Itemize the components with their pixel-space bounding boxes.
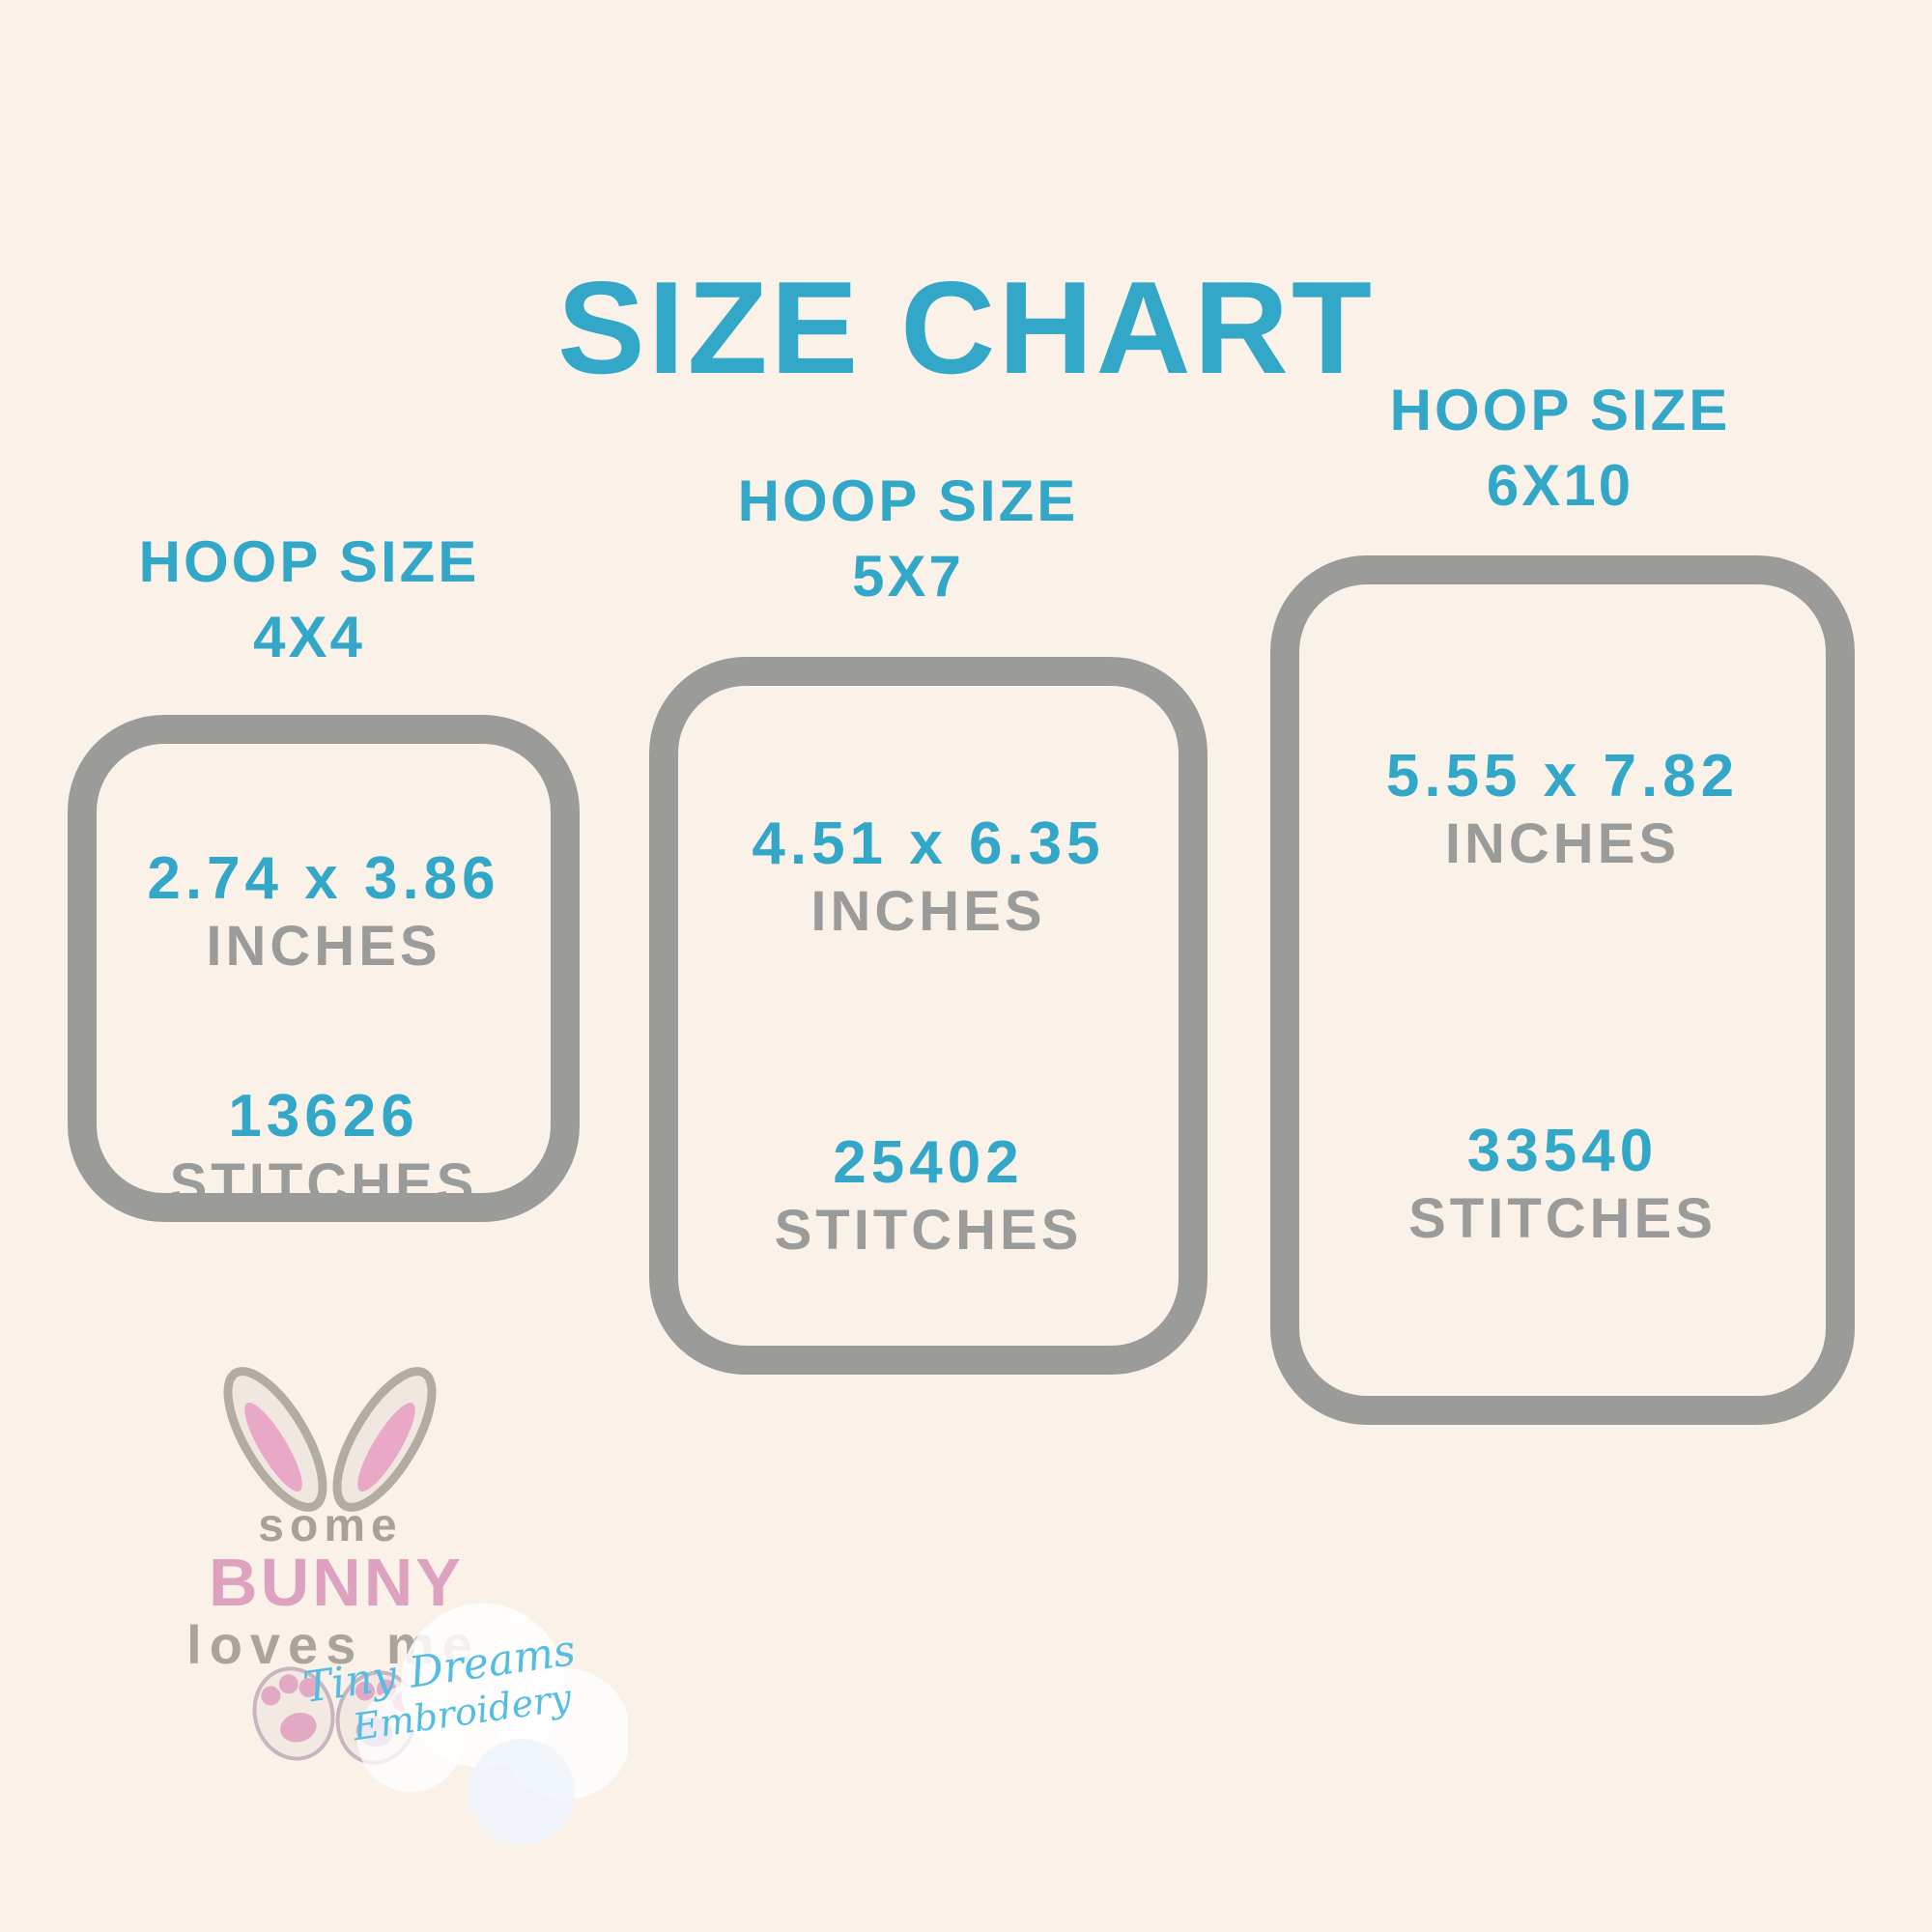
- dimensions-value: 2.74 x 3.86: [147, 845, 500, 912]
- dimensions-group: 5.55 x 7.82 INCHES: [1299, 741, 1826, 878]
- brand-logo: some BUNNY loves me Tiny Dreams Embroide…: [186, 1367, 628, 1845]
- hoop-box-4x4: 2.74 x 3.86 INCHES 13626 STITCHES: [68, 715, 580, 1222]
- hoop-heading-line2: 6X10: [1486, 453, 1634, 518]
- dimensions-group: 2.74 x 3.86 INCHES: [97, 843, 551, 980]
- dimensions-value: 5.55 x 7.82: [1385, 743, 1740, 810]
- logo-word-bunny: BUNNY: [209, 1545, 464, 1620]
- stitch-count-label: STITCHES: [169, 1152, 478, 1216]
- bunny-ears-icon: [223, 1367, 437, 1512]
- hoop-box-6x10: 5.55 x 7.82 INCHES 33540 STITCHES: [1270, 555, 1855, 1425]
- cloud-icon: [357, 1604, 628, 1845]
- stitch-count-value: 33540: [1466, 1118, 1659, 1184]
- stitches-group: 25402 STITCHES: [678, 1127, 1179, 1264]
- dimensions-unit-label: INCHES: [810, 880, 1046, 944]
- logo-word-some: some: [258, 1500, 402, 1551]
- dimensions-unit-label: INCHES: [1444, 812, 1681, 876]
- hoop-heading-line1: HOOP SIZE: [138, 529, 480, 594]
- stitch-count-value: 25402: [833, 1129, 1024, 1196]
- dimensions-value: 4.51 x 6.35: [752, 810, 1105, 877]
- hoop-heading-6x10: HOOP SIZE 6X10: [1390, 373, 1731, 524]
- stitches-group: 13626 STITCHES: [97, 1081, 551, 1218]
- hoop-heading-line2: 4X4: [253, 605, 365, 669]
- stitches-group: 33540 STITCHES: [1299, 1116, 1826, 1253]
- stitch-count-value: 13626: [228, 1083, 419, 1150]
- hoop-heading-line1: HOOP SIZE: [737, 469, 1079, 533]
- hoop-heading-5x7: HOOP SIZE 5X7: [738, 464, 1079, 614]
- hoop-heading-line1: HOOP SIZE: [1389, 378, 1731, 442]
- hoop-heading-line2: 5X7: [852, 544, 964, 609]
- hoop-box-5x7: 4.51 x 6.35 INCHES 25402 STITCHES: [649, 657, 1208, 1375]
- dimensions-group: 4.51 x 6.35 INCHES: [678, 809, 1179, 946]
- hoop-heading-4x4: HOOP SIZE 4X4: [139, 525, 480, 675]
- dimensions-unit-label: INCHES: [206, 915, 441, 979]
- page-title: SIZE CHART: [557, 254, 1375, 401]
- stitch-count-label: STITCHES: [774, 1199, 1083, 1263]
- stitch-count-label: STITCHES: [1408, 1187, 1717, 1251]
